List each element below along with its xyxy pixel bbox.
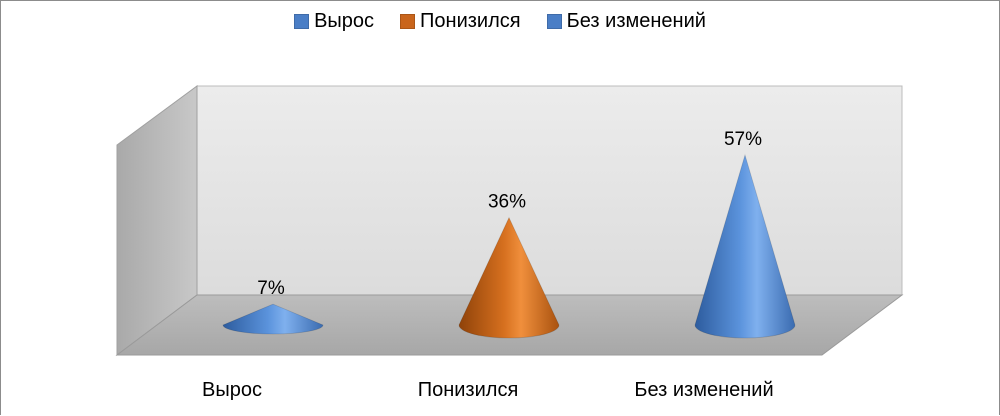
cone-body-0 [222, 303, 324, 335]
legend-swatch-ponizilsya [400, 14, 416, 29]
category-labels: Вырос Понизился Без изменений [202, 379, 774, 401]
legend-label-ponizilsya: Понизился [420, 10, 521, 32]
cone-body-2 [694, 153, 796, 339]
data-label-2: 57% [724, 129, 762, 150]
cone-1 [458, 216, 560, 339]
data-label-0: 7% [257, 278, 285, 299]
data-label-1: 36% [488, 192, 526, 213]
cone-body-1 [458, 216, 560, 339]
category-label-1: Понизился [418, 379, 519, 401]
legend-item-bez-izmeneniy: Без изменений [546, 10, 706, 33]
back-wall [196, 85, 903, 296]
chart-legend: Вырос Понизился Без изменений [0, 10, 1000, 33]
legend-item-ponizilsya: Понизился [400, 10, 521, 33]
cone-series [222, 153, 796, 339]
cone-2 [694, 153, 796, 339]
category-label-2: Без изменений [634, 379, 773, 401]
legend-label-bez-izmeneniy: Без изменений [566, 10, 706, 32]
cone-0 [222, 303, 324, 335]
legend-label-vyros: Вырос [314, 10, 375, 32]
legend-swatch-bez-izmeneniy [546, 14, 562, 29]
category-label-0: Вырос [202, 379, 262, 401]
legend-swatch-vyros [294, 14, 310, 29]
data-labels: 7% 36% 57% [257, 129, 762, 299]
legend-item-vyros: Вырос [294, 10, 374, 33]
